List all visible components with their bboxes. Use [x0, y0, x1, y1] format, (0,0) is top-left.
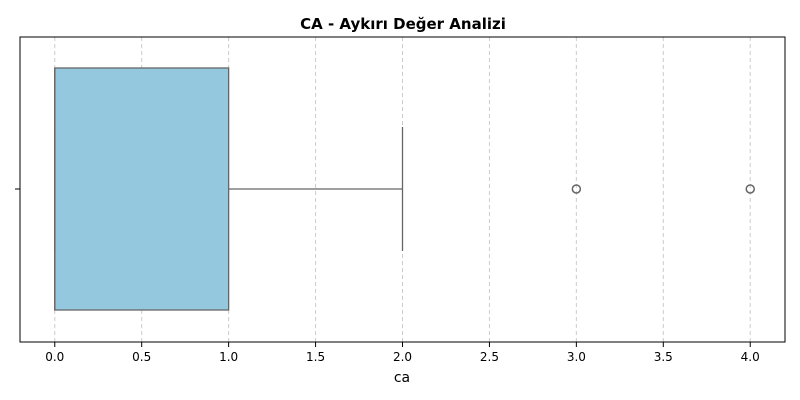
outlier-point — [571, 184, 582, 194]
x-tick-label: 0.5 — [132, 350, 151, 364]
box-layer — [54, 67, 404, 311]
x-tick-label: 3.5 — [654, 350, 673, 364]
x-tick-label: 1.0 — [219, 350, 238, 364]
x-tick-label: 3.0 — [567, 350, 586, 364]
outlier-layer — [571, 184, 755, 194]
x-tick-label: 1.5 — [306, 350, 325, 364]
x-tick-label: 2.5 — [480, 350, 499, 364]
iqr-box — [54, 67, 230, 311]
x-tick-label: 0.0 — [45, 350, 64, 364]
x-axis-title: ca — [394, 370, 410, 386]
x-axis: 0.0 0.5 1.0 1.5 2.0 2.5 3.0 3.5 4.0 — [45, 342, 760, 364]
x-tick-label: 2.0 — [393, 350, 412, 364]
x-tick-label: 4.0 — [741, 350, 760, 364]
outlier-point — [745, 184, 755, 194]
chart-title: CA - Aykırı Değer Analizi — [300, 15, 506, 33]
